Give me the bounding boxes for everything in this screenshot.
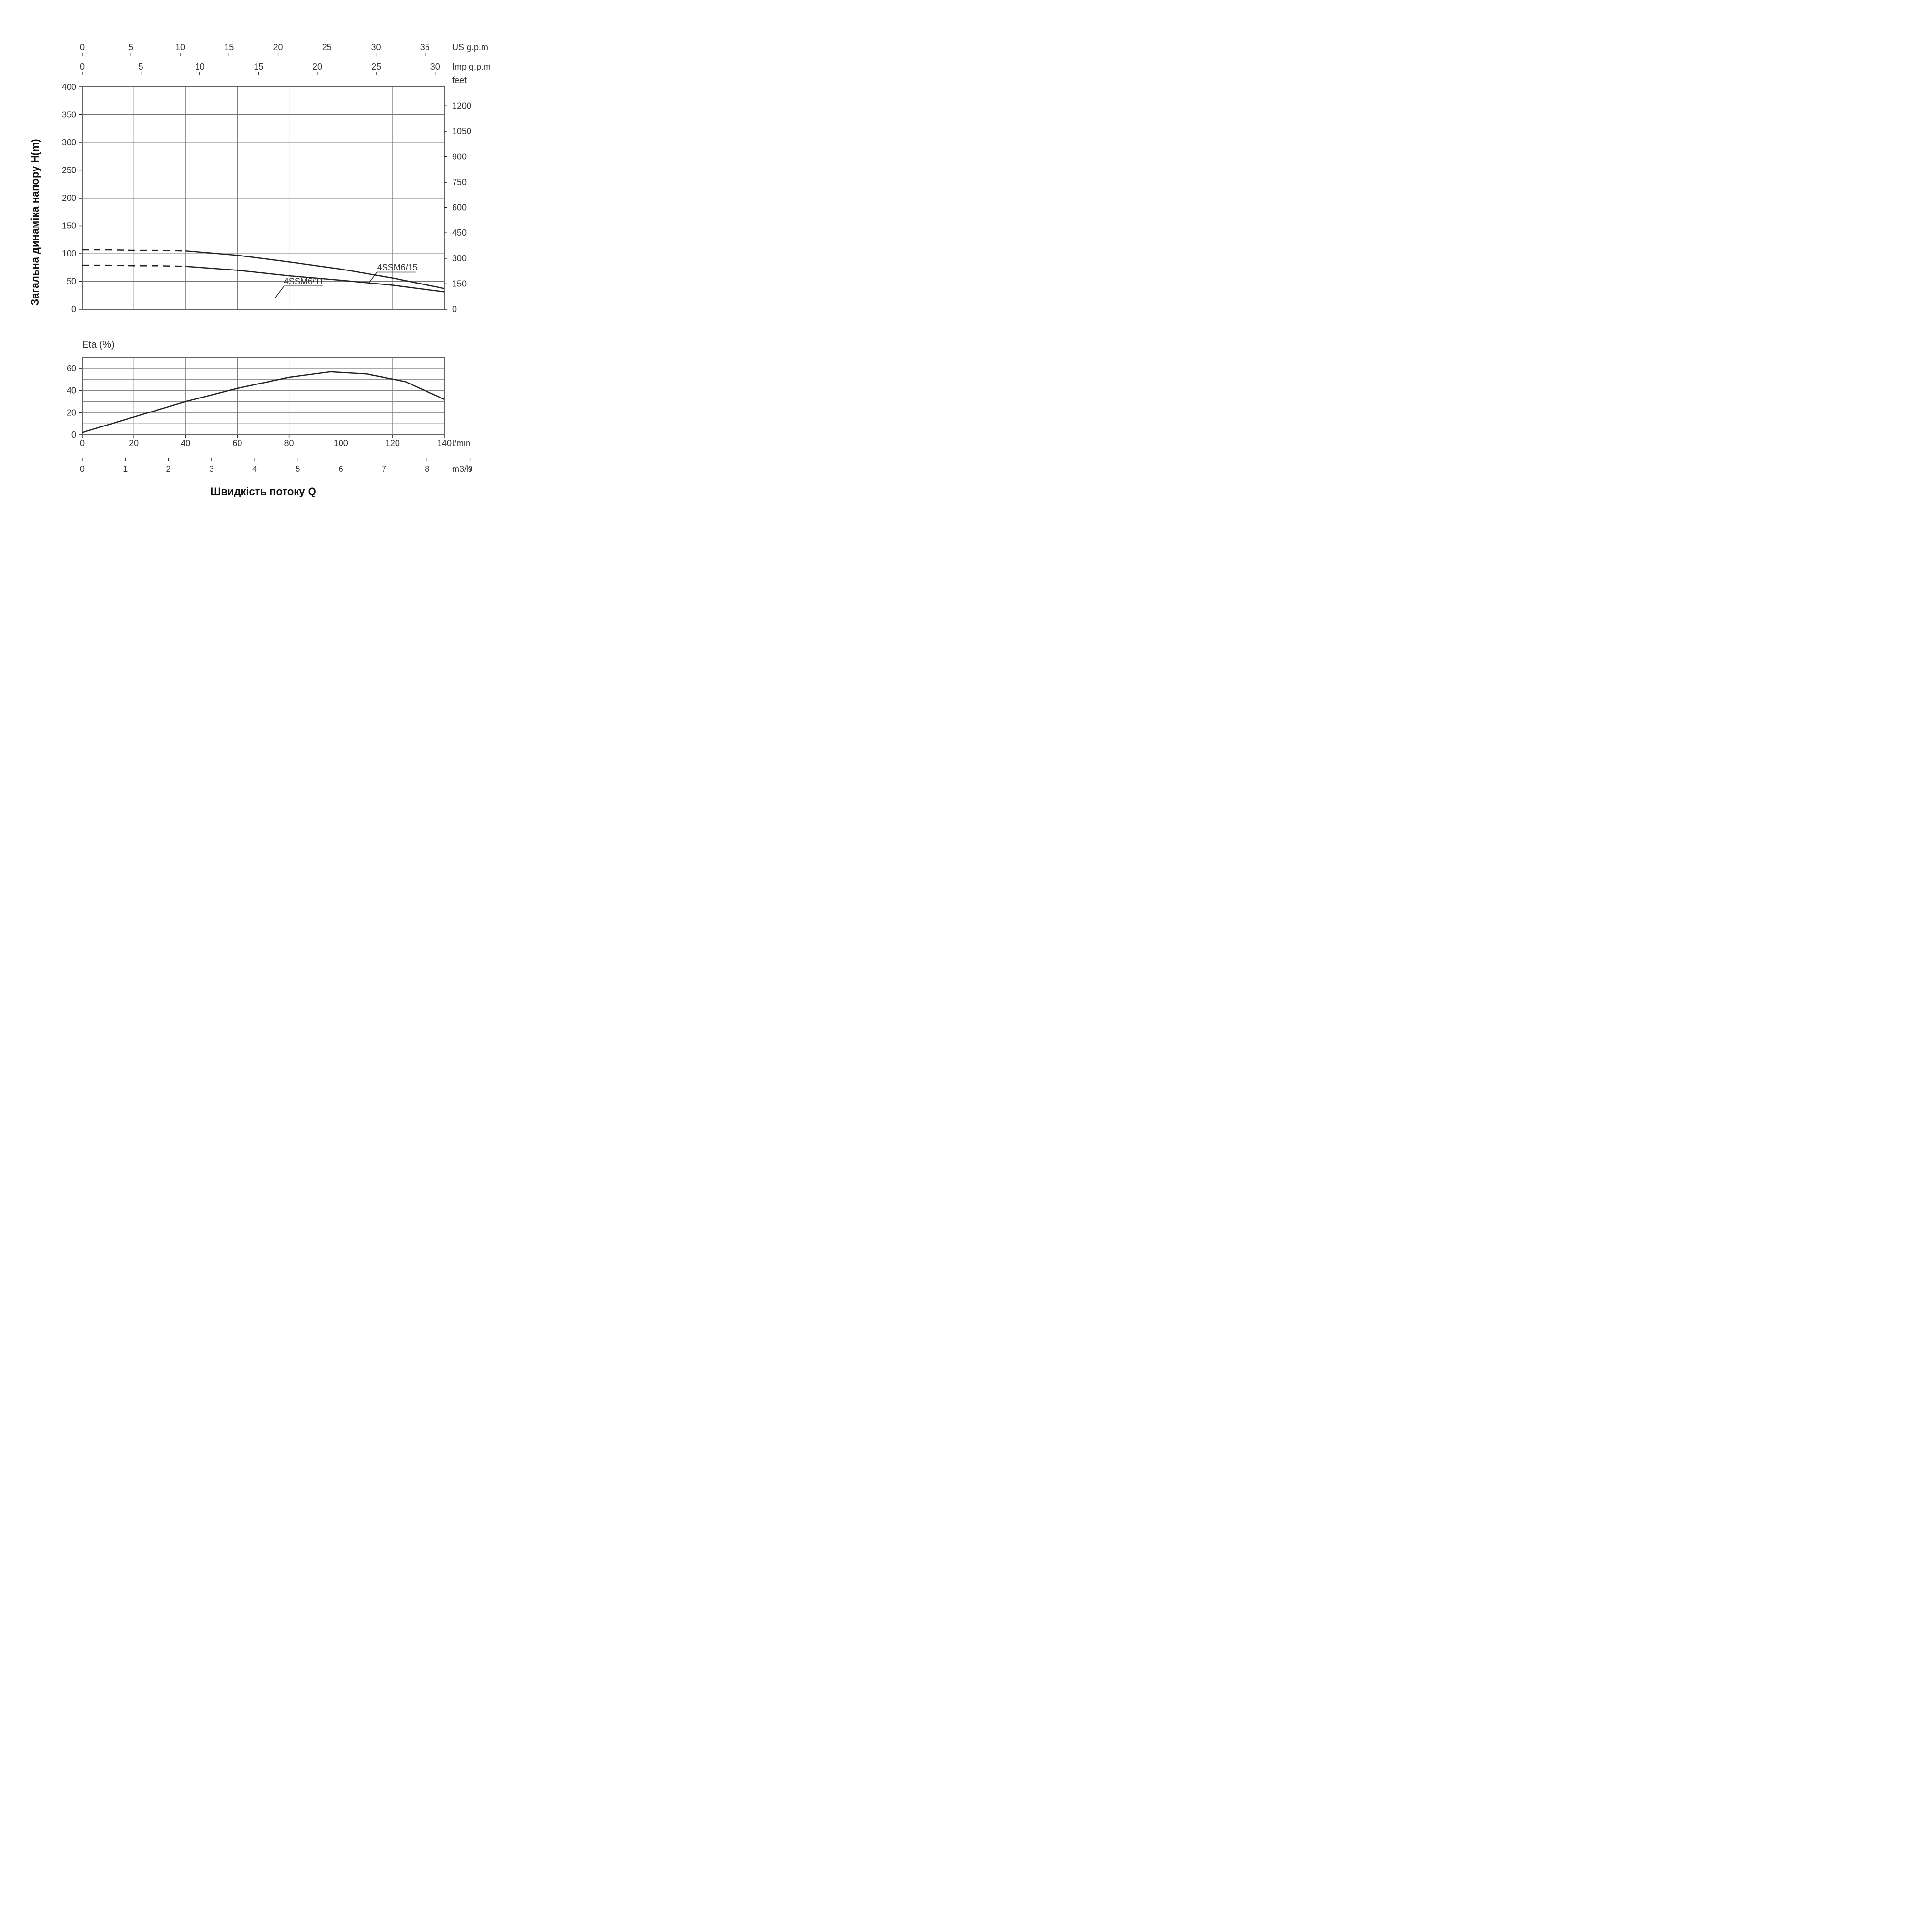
main-ytick-label: 250 (62, 166, 76, 175)
m3h-tick-label: 7 (382, 464, 386, 474)
eta-frame (82, 357, 444, 435)
us-tick-label: 30 (371, 43, 381, 52)
imp-tick-label: 0 (80, 62, 85, 71)
main-ytick-right-label: 0 (452, 304, 457, 314)
main-ytick-right-label: 1050 (452, 127, 471, 136)
us-tick-label: 35 (420, 43, 430, 52)
curve-label: 4SSM6/15 (377, 263, 418, 272)
eta-title: Eta (%) (82, 340, 114, 350)
main-ytick-label: 300 (62, 138, 76, 147)
main-ytick-right-label: 750 (452, 177, 467, 187)
eta-curve (82, 372, 444, 433)
imp-tick-label: 5 (139, 62, 143, 71)
m3h-tick-label: 0 (80, 464, 85, 474)
main-ytick-label: 100 (62, 249, 76, 258)
eta-xtick-label: 0 (80, 439, 85, 448)
m3h-tick-label: 3 (209, 464, 214, 474)
curve-label: 4SSM6/11 (284, 276, 324, 286)
main-ytick-label: 400 (62, 82, 76, 92)
m3h-unit: m3/h (452, 464, 471, 474)
eta-ytick-label: 40 (67, 386, 76, 396)
main-ytick-right-label: 600 (452, 203, 467, 213)
m3h-tick-label: 4 (252, 464, 257, 474)
eta-xtick-label: 60 (232, 439, 242, 448)
eta-xtick-label: 40 (181, 439, 190, 448)
us-tick-label: 0 (80, 43, 85, 52)
us-tick-label: 20 (273, 43, 283, 52)
imp-tick-label: 10 (195, 62, 205, 71)
imp-tick-label: 30 (430, 62, 440, 71)
main-ytick-label: 0 (71, 304, 76, 314)
main-y-title: Загальна динаміка напору H(m) (29, 139, 41, 305)
main-ytick-label: 350 (62, 110, 76, 120)
main-right-unit: feet (452, 75, 467, 85)
eta-xtick-label: 20 (129, 439, 139, 448)
m3h-tick-label: 6 (339, 464, 343, 474)
eta-xtick-label: 80 (284, 439, 294, 448)
eta-xtick-label: 140 (437, 439, 452, 448)
curve-dashed-4SSM6/15 (82, 250, 185, 251)
main-ytick-right-label: 900 (452, 152, 467, 162)
imp-tick-label: 20 (313, 62, 322, 71)
m3h-tick-label: 1 (123, 464, 128, 474)
us-tick-label: 15 (224, 43, 234, 52)
us-unit-label: US g.p.m (452, 43, 488, 52)
main-ytick-right-label: 300 (452, 254, 467, 263)
main-ytick-label: 150 (62, 221, 76, 231)
eta-x-unit: l/min (452, 439, 470, 448)
curve-label-pointer (275, 286, 284, 298)
imp-tick-label: 25 (371, 62, 381, 71)
main-ytick-right-label: 450 (452, 228, 467, 238)
eta-ytick-label: 60 (67, 364, 76, 373)
main-ytick-right-label: 150 (452, 279, 467, 288)
imp-tick-label: 15 (254, 62, 263, 71)
bottom-title: Швидкість потоку Q (210, 485, 316, 497)
us-tick-label: 10 (175, 43, 185, 52)
imp-unit-label: Imp g.p.m (452, 62, 491, 71)
eta-xtick-label: 120 (385, 439, 400, 448)
eta-xtick-label: 100 (334, 439, 348, 448)
main-ytick-right-label: 1200 (452, 101, 471, 111)
m3h-tick-label: 5 (295, 464, 300, 474)
main-ytick-label: 200 (62, 193, 76, 203)
curve-dashed-4SSM6/11 (82, 265, 185, 266)
m3h-tick-label: 2 (166, 464, 171, 474)
m3h-tick-label: 8 (425, 464, 429, 474)
us-tick-label: 25 (322, 43, 332, 52)
eta-ytick-label: 20 (67, 408, 76, 417)
eta-ytick-label: 0 (71, 430, 76, 440)
main-ytick-label: 50 (67, 277, 76, 286)
us-tick-label: 5 (128, 43, 133, 52)
